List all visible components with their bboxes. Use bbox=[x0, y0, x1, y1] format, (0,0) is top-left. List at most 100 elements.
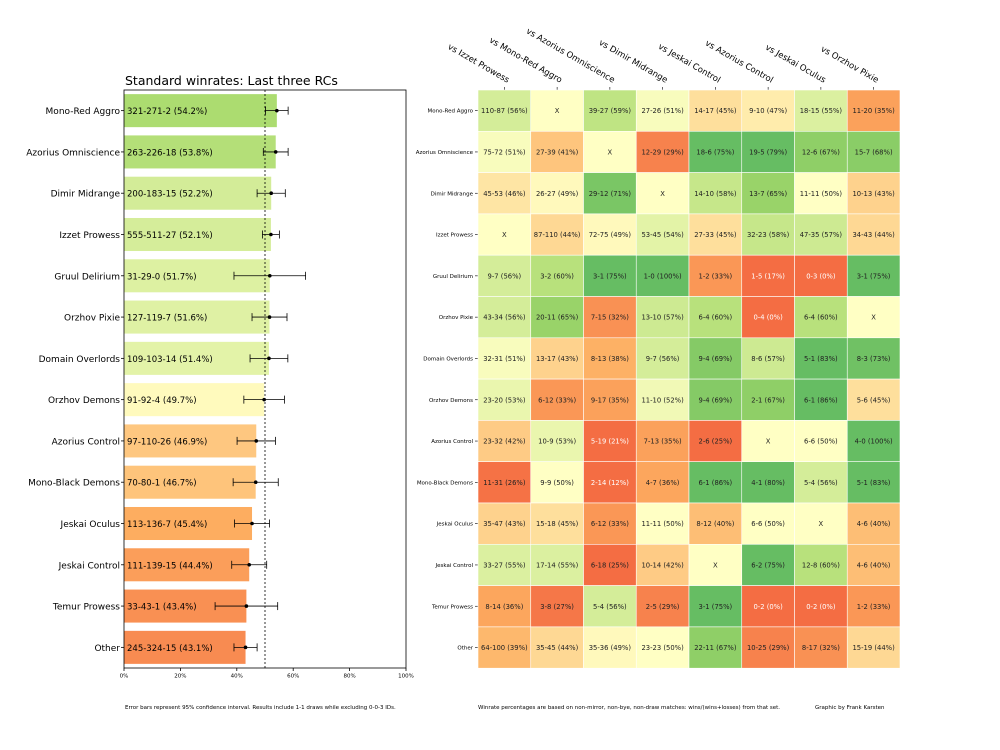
x-tick-label: 60% bbox=[287, 674, 299, 680]
matchup-cell-label: 32-23 (58%) bbox=[747, 231, 790, 239]
matchup-cell bbox=[583, 626, 637, 669]
matchup-cell bbox=[741, 461, 795, 504]
matchup-cell bbox=[530, 254, 584, 297]
matchup-cell bbox=[635, 420, 690, 462]
matchup-cell bbox=[530, 420, 584, 462]
record-label: 555-511-27 (52.1%) bbox=[127, 231, 213, 241]
footer-credit: Graphic by Frank Karsten bbox=[815, 705, 885, 711]
matchup-cell-label: X bbox=[766, 438, 771, 446]
record-label: 31-29-0 (51.7%) bbox=[127, 272, 197, 282]
record-label: 200-183-15 (52.2%) bbox=[127, 190, 213, 200]
matchup-cell-label: 3-1 (75%) bbox=[857, 272, 891, 280]
matchup-cell bbox=[794, 89, 848, 132]
winrate-point bbox=[273, 150, 278, 154]
matchup-cell bbox=[688, 254, 743, 297]
matchup-cell-label: 0-4 (0%) bbox=[753, 314, 783, 322]
matchup-cell-label: 35-36 (49%) bbox=[589, 644, 632, 652]
row-header: Jeskai Control bbox=[435, 563, 474, 569]
winrate-bar bbox=[124, 424, 257, 458]
matchup-cell-label: 7-13 (35%) bbox=[644, 438, 682, 446]
record-label: 97-110-26 (46.9%) bbox=[127, 437, 207, 447]
matchup-cell bbox=[583, 585, 637, 628]
matchup-cell bbox=[741, 502, 795, 545]
matchup-cell-label: 8-3 (73%) bbox=[857, 355, 891, 363]
column-header: vs Azorius Omniscience bbox=[524, 27, 616, 86]
matchup-cell bbox=[583, 543, 637, 586]
matchup-cell bbox=[635, 626, 690, 669]
matchup-cell-label: 3-1 (75%) bbox=[593, 272, 627, 280]
winrate-bar bbox=[124, 341, 269, 375]
matchup-cell-label: 6-6 (50%) bbox=[804, 438, 838, 446]
record-label: 263-226-18 (53.8%) bbox=[127, 148, 213, 158]
deck-label: Gruul Delirium bbox=[54, 272, 120, 282]
matchup-cell bbox=[846, 461, 901, 504]
matchup-cell bbox=[635, 89, 690, 132]
footer-note: Winrate percentages are based on non-mir… bbox=[478, 705, 780, 711]
x-tick-label: 80% bbox=[343, 674, 355, 680]
matchup-cell bbox=[635, 461, 690, 504]
matchup-cell bbox=[583, 337, 637, 380]
matchup-cell-label: 53-45 (54%) bbox=[641, 231, 684, 239]
matchup-cell bbox=[477, 626, 532, 669]
winrate-bar bbox=[124, 135, 276, 169]
matchup-cell-label: 5-1 (83%) bbox=[857, 479, 891, 487]
matchup-cell bbox=[477, 420, 532, 462]
deck-label: Mono-Red Aggro bbox=[46, 107, 121, 117]
record-label: 109-103-14 (51.4%) bbox=[127, 355, 213, 365]
matchup-cell-label: 6-6 (50%) bbox=[751, 520, 785, 528]
matchup-cell bbox=[635, 296, 690, 339]
matchup-cell-label: 11-10 (52%) bbox=[641, 396, 684, 404]
matchup-cell-label: 9-7 (56%) bbox=[646, 355, 680, 363]
deck-label: Domain Overlords bbox=[39, 355, 121, 365]
matchup-cell-label: 6-2 (75%) bbox=[751, 561, 785, 569]
matchup-cell bbox=[530, 296, 584, 339]
matchup-cell-label: 10-9 (53%) bbox=[538, 438, 576, 446]
winrate-point bbox=[244, 604, 249, 608]
row-header: Azorius Control bbox=[431, 439, 473, 445]
matchup-cell bbox=[688, 337, 743, 380]
matchup-cell bbox=[688, 213, 743, 256]
matchup-cell-label: 35-47 (43%) bbox=[483, 520, 526, 528]
matchup-cell-label: 8-13 (38%) bbox=[591, 355, 629, 363]
matchup-cell bbox=[794, 585, 848, 628]
matchup-cell-label: 0-2 (0%) bbox=[806, 603, 836, 611]
matchup-cell-label: 6-18 (25%) bbox=[591, 561, 629, 569]
matchup-cell bbox=[846, 213, 901, 256]
matchup-cell-label: 8-12 (40%) bbox=[696, 520, 734, 528]
deck-label: Azorius Omniscience bbox=[26, 148, 120, 158]
matchup-cell bbox=[688, 89, 743, 132]
matchup-cell bbox=[530, 213, 584, 256]
record-label: 113-136-7 (45.4%) bbox=[127, 520, 207, 530]
matchup-cell-label: 5-19 (21%) bbox=[591, 438, 629, 446]
matchup-cell bbox=[477, 89, 532, 132]
matchup-cell bbox=[583, 461, 637, 504]
winrate-point bbox=[267, 356, 271, 361]
winrate-point bbox=[267, 273, 272, 278]
matchup-cell-label: 3-1 (75%) bbox=[699, 603, 733, 611]
matchup-cell-label: 9-9 (50%) bbox=[540, 479, 574, 487]
footnote: Error bars represent 95% confidence inte… bbox=[125, 705, 396, 711]
matchup-cell-label: 1-0 (100%) bbox=[644, 272, 682, 280]
winrate-point bbox=[254, 439, 259, 443]
matchup-cell-label: 5-4 (56%) bbox=[804, 479, 838, 487]
matchup-cell-label: 17-14 (55%) bbox=[536, 561, 579, 569]
matchup-cell-label: 11-11 (50%) bbox=[641, 520, 684, 528]
matchup-cell-label: 15-18 (45%) bbox=[536, 520, 579, 528]
matchup-cell-label: X bbox=[660, 190, 665, 198]
winrate-point bbox=[262, 397, 266, 402]
matchup-cell bbox=[635, 254, 690, 297]
winrate-bar bbox=[124, 94, 277, 128]
matchup-cell-label: 10-25 (29%) bbox=[747, 644, 790, 652]
matchup-cell bbox=[530, 543, 584, 586]
matchup-cell-label: 9-17 (35%) bbox=[591, 396, 629, 404]
matchup-cell-label: 12-29 (29%) bbox=[641, 148, 684, 156]
matchup-cell-label: 6-1 (86%) bbox=[699, 479, 733, 487]
matchup-cell bbox=[477, 296, 532, 339]
matchup-cell-label: X bbox=[608, 148, 613, 156]
matchup-cell-label: 27-39 (41%) bbox=[536, 148, 579, 156]
row-header: Jeskai Oculus bbox=[436, 522, 473, 528]
x-tick-label: 100% bbox=[398, 674, 414, 680]
row-header: Orzhov Demons bbox=[429, 398, 473, 404]
matchup-cell bbox=[530, 89, 584, 132]
